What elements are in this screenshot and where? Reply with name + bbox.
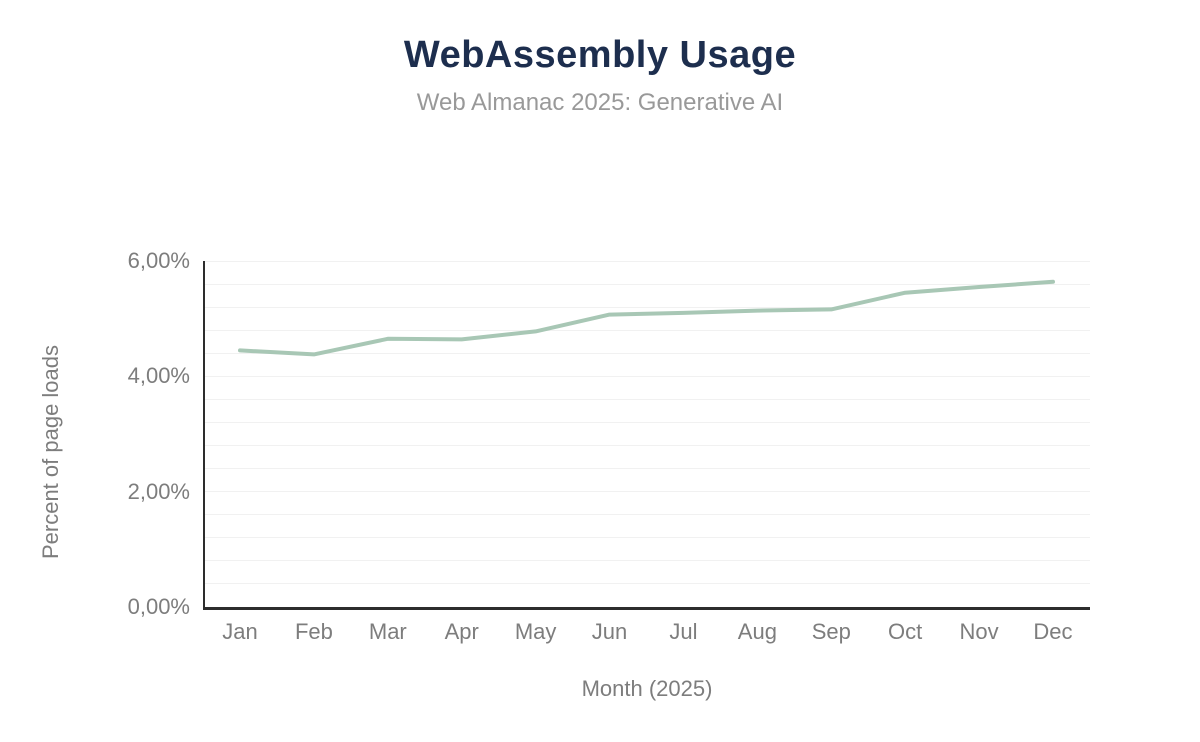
gridline xyxy=(205,260,1090,262)
gridline xyxy=(205,352,1090,354)
x-tick-label: Aug xyxy=(737,619,777,644)
y-tick-label: 2,00% xyxy=(127,478,190,504)
gridline xyxy=(205,560,1090,562)
usage-line-series xyxy=(238,279,1055,357)
x-tick-label: Dec xyxy=(1033,619,1073,644)
line-series-layer xyxy=(238,279,1055,357)
x-tick-label: Jul xyxy=(669,619,698,644)
x-tick-label: Mar xyxy=(368,619,407,644)
x-tick-labels: Jan Feb Mar Apr May Jun Jul Aug Sep Oct Nov Dec xyxy=(205,619,1090,647)
gridline xyxy=(205,421,1090,423)
gridline xyxy=(205,306,1090,308)
gridline xyxy=(205,445,1090,447)
x-tick-label: Feb xyxy=(294,619,333,644)
x-tick-label: Apr xyxy=(444,619,479,644)
x-axis-title: Month (2025) xyxy=(581,676,713,701)
plot-area xyxy=(203,260,1090,610)
x-tick-label: May xyxy=(514,619,557,644)
x-tick-label: Jun xyxy=(591,619,628,644)
chart-subtitle: Web Almanac 2025: Generative AI xyxy=(416,89,784,116)
y-tick-label: 4,00% xyxy=(127,363,190,389)
gridline xyxy=(205,468,1090,470)
gridline xyxy=(205,398,1090,400)
gridline xyxy=(205,514,1090,516)
x-tick-label: Oct xyxy=(888,619,923,644)
y-tick-label: 0,00% xyxy=(127,594,190,619)
x-tick-label: Nov xyxy=(959,619,999,644)
gridline xyxy=(205,491,1090,493)
gridline xyxy=(205,329,1090,331)
x-tick-label: Jan xyxy=(222,619,258,644)
gridline xyxy=(205,375,1090,377)
y-tick-label: 6,00% xyxy=(127,248,190,273)
gridline xyxy=(205,583,1090,585)
x-tick-label: Sep xyxy=(811,619,851,644)
y-tick-labels: 0,00% 2,00% 4,00% 6,00% xyxy=(0,248,190,619)
gridline xyxy=(205,283,1090,285)
chart-title: WebAssembly Usage xyxy=(403,34,797,76)
gridline xyxy=(205,537,1090,539)
